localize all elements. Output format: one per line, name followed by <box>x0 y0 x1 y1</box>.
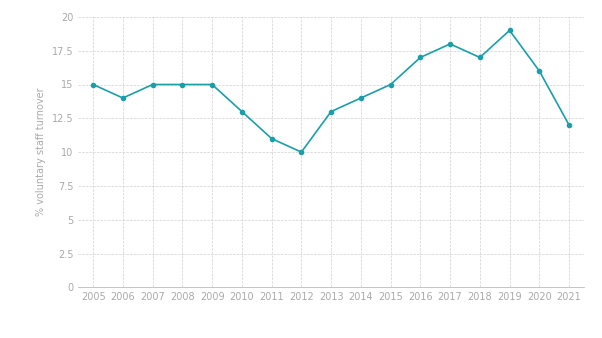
Y-axis label: % voluntary staff turnover: % voluntary staff turnover <box>36 88 46 216</box>
